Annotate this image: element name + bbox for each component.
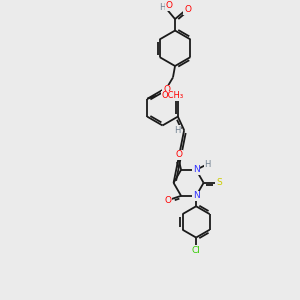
Text: OCH₃: OCH₃ [162, 91, 184, 100]
Text: O: O [163, 85, 170, 94]
Text: O: O [175, 150, 182, 159]
Text: O: O [184, 5, 191, 14]
Text: N: N [193, 191, 200, 200]
Text: S: S [217, 178, 223, 187]
Text: Cl: Cl [192, 246, 200, 255]
Text: O: O [165, 1, 172, 10]
Text: H: H [174, 126, 180, 135]
Text: O: O [164, 196, 171, 205]
Text: N: N [193, 165, 200, 174]
Text: H: H [159, 3, 165, 12]
Text: H: H [204, 160, 211, 169]
